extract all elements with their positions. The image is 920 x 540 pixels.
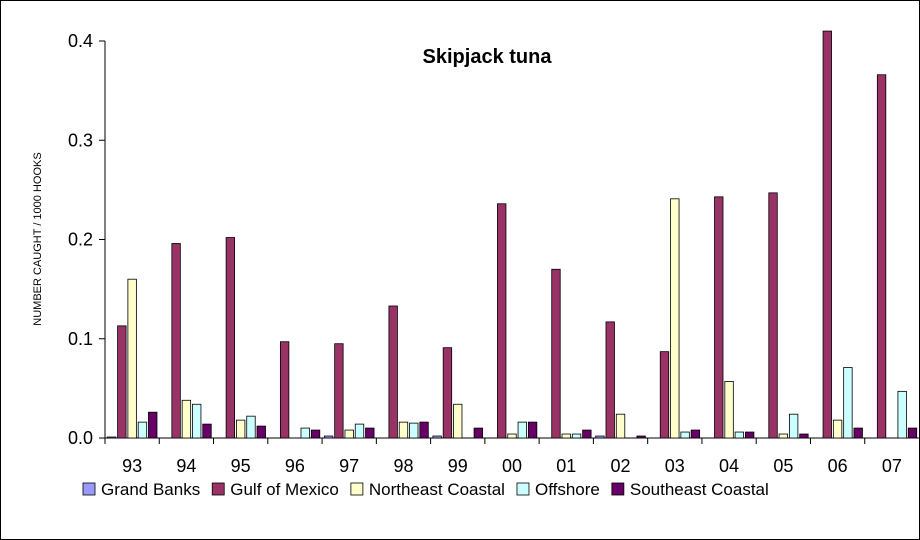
chart-title: Skipjack tuna [423, 46, 553, 68]
bar [279, 341, 290, 439]
x-tick-label: 99 [448, 456, 468, 476]
x-tick-label: 95 [231, 456, 251, 476]
bar [473, 427, 483, 439]
bar [843, 367, 853, 439]
bar [517, 421, 527, 439]
legend-swatch [350, 482, 364, 496]
legend-swatch [611, 482, 625, 496]
bar [670, 198, 680, 439]
y-tick-label: 0.1 [68, 329, 93, 349]
x-tick-label: 06 [828, 456, 848, 476]
bar [192, 403, 202, 439]
bar [788, 413, 799, 439]
y-tick-label: 0.0 [68, 428, 93, 448]
x-tick-label: 93 [122, 456, 142, 476]
bar [714, 196, 724, 439]
bar [300, 427, 310, 439]
bar [615, 413, 626, 439]
legend-label: Grand Banks [101, 480, 200, 499]
bar [507, 433, 517, 439]
bar [497, 203, 507, 439]
bar [354, 423, 365, 439]
bar [659, 351, 670, 439]
bar [595, 435, 605, 439]
legend-label: Gulf of Mexico [230, 480, 339, 499]
bar [527, 421, 538, 439]
bar [680, 431, 690, 439]
bar [409, 422, 419, 439]
bars [106, 30, 918, 439]
y-axis-label: NUMBER CAUGHT / 1000 HOOKS [32, 152, 44, 325]
x-tick-label: 03 [665, 456, 685, 476]
bar [148, 411, 158, 439]
bar [690, 429, 701, 439]
bar [398, 421, 409, 439]
bar [236, 419, 246, 439]
bar [127, 278, 137, 439]
bar [605, 321, 615, 439]
axes: 0.0 0.1 0.2 0.3 0.4 93 94 95 96 97 98 99 00 01 02 03 04 0… [68, 31, 919, 476]
bar [432, 435, 442, 439]
bar [310, 429, 321, 439]
bar [334, 343, 344, 439]
bar [745, 431, 755, 439]
bar [907, 427, 918, 439]
bar [106, 436, 117, 439]
bar [734, 431, 745, 439]
bar [323, 435, 334, 439]
y-tick-label: 0.3 [68, 130, 93, 150]
legend-swatch [82, 482, 96, 496]
bar [117, 325, 127, 439]
bar [897, 390, 907, 439]
bar [571, 433, 582, 439]
bar [876, 74, 887, 439]
bar [202, 423, 212, 439]
x-tick-label: 98 [393, 456, 413, 476]
bar [171, 243, 181, 439]
bar [225, 237, 236, 439]
bar [388, 305, 398, 439]
x-tick-label: 96 [285, 456, 305, 476]
x-tick-label: 07 [882, 456, 902, 476]
legend-swatch [516, 482, 530, 496]
bar [137, 421, 148, 439]
bar [561, 433, 571, 439]
x-tick-label: 05 [773, 456, 793, 476]
bar [724, 381, 734, 439]
x-tick-label: 94 [176, 456, 196, 476]
bar [768, 192, 778, 439]
legend-label: Southeast Coastal [630, 480, 769, 499]
bar [778, 433, 788, 439]
bar [246, 415, 256, 439]
bar [832, 419, 843, 439]
bar [442, 347, 453, 439]
bar [365, 427, 375, 439]
legend-label: Northeast Coastal [369, 480, 505, 499]
y-tick-label: 0.4 [68, 31, 93, 51]
bar [551, 268, 561, 439]
bar [344, 429, 354, 439]
bar [256, 425, 266, 439]
bar [419, 421, 429, 439]
bar [636, 435, 646, 439]
bar [582, 429, 592, 439]
bar [853, 427, 863, 439]
bar [181, 399, 192, 439]
x-tick-label: 00 [502, 456, 522, 476]
x-tick-label: 01 [556, 456, 576, 476]
bar [799, 433, 809, 439]
x-tick-label: 04 [719, 456, 739, 476]
x-tick-label: 02 [611, 456, 631, 476]
x-tick-label: 97 [339, 456, 359, 476]
legend-label: Offshore [535, 480, 600, 499]
bar [822, 30, 832, 439]
y-tick-label: 0.2 [68, 230, 93, 250]
legend: Grand Banks Gulf of Mexico Northeast Coast… [82, 480, 769, 499]
bar [453, 403, 463, 439]
legend-swatch [211, 482, 225, 496]
